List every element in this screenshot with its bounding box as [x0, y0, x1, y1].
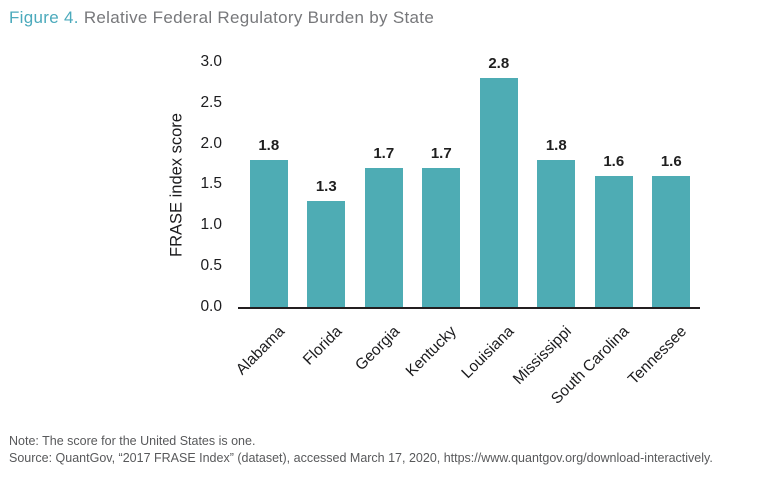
bar-value-label-georgia: 1.7	[373, 145, 395, 162]
bar-value-label-south-carolina: 1.6	[603, 153, 625, 170]
figure-number-label: Figure 4.	[9, 8, 79, 27]
bar-kentucky	[422, 168, 461, 307]
source-text: Source: QuantGov, “2017 FRASE Index” (da…	[9, 451, 713, 465]
bar-value-label-louisiana: 2.8	[488, 55, 510, 72]
bar-value-label-alabama: 1.8	[258, 137, 280, 154]
x-tick-label-louisiana: Louisiana	[458, 323, 518, 382]
x-tick-label-alabama: Alabama	[232, 323, 288, 379]
y-tick-label-2-5: 2.5	[200, 93, 222, 111]
bar-florida	[307, 201, 346, 307]
figure-title: Figure 4. Relative Federal Regulatory Bu…	[9, 8, 434, 28]
note-text: Note: The score for the United States is…	[9, 434, 256, 448]
bar-value-label-mississippi: 1.8	[545, 137, 567, 154]
bar-alabama	[249, 160, 288, 307]
bar-louisiana	[479, 78, 518, 307]
bar-tennessee	[652, 176, 691, 307]
y-tick-label-3-0: 3.0	[200, 52, 222, 70]
bar-value-label-kentucky: 1.7	[430, 145, 452, 162]
x-tick-label-kentucky: Kentucky	[403, 323, 461, 381]
figure-title-text: Relative Federal Regulatory Burden by St…	[78, 8, 435, 27]
y-tick-label-2-0: 2.0	[200, 134, 222, 152]
y-tick-label-1-0: 1.0	[200, 216, 222, 234]
x-tick-label-tennessee: Tennessee	[625, 323, 691, 389]
y-tick-label-0-5: 0.5	[200, 257, 222, 275]
x-tick-label-florida: Florida	[299, 323, 346, 369]
y-tick-label-1-5: 1.5	[200, 175, 222, 193]
x-tick-label-georgia: Georgia	[351, 323, 403, 375]
bar-value-label-tennessee: 1.6	[660, 153, 682, 170]
x-axis-line	[238, 307, 700, 309]
bar-south-carolina	[594, 176, 633, 307]
bar-value-label-florida: 1.3	[315, 178, 337, 195]
bar-mississippi	[537, 160, 576, 307]
bar-georgia	[364, 168, 403, 307]
y-tick-label-0-0: 0.0	[200, 298, 222, 315]
